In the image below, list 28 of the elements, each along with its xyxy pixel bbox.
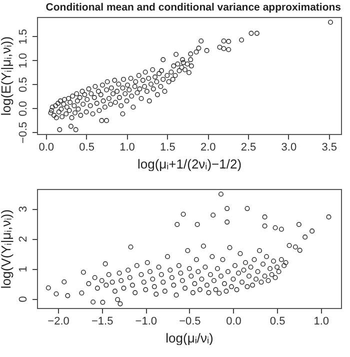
x-tick-label: −1.0 <box>135 316 157 328</box>
x-tick-label: 0.0 <box>226 316 242 328</box>
x-tick-label: 3.0 <box>281 142 297 154</box>
x-tick-label: 1.0 <box>120 142 135 154</box>
chart-title: Conditional mean and conditional variance approximations <box>46 2 342 14</box>
x-tick-label: −0.5 <box>179 316 201 328</box>
y-tick-label: 0.5 <box>18 76 30 92</box>
x-tick-label: −2.0 <box>48 316 70 328</box>
x-tick-label: 0.5 <box>270 316 286 328</box>
x-axis-title: log(μᵢ/νᵢ) <box>166 330 214 346</box>
x-tick-label: 3.5 <box>322 142 338 154</box>
x-tick-label: 1.0 <box>314 316 329 328</box>
y-tick-label: 3 <box>18 206 30 212</box>
x-tick-label: 2.5 <box>240 142 256 154</box>
x-tick-label: −1.5 <box>91 316 114 328</box>
y-tick-label: 1 <box>18 266 30 272</box>
y-axis-title: log(E(Yᵢ|μᵢ,νᵢ)) <box>0 36 14 116</box>
x-tick-label: 0.0 <box>38 142 54 154</box>
y-axis-title: log(V(Yᵢ|μᵢ,νᵢ)) <box>0 209 14 289</box>
x-tick-label: 0.5 <box>79 142 94 154</box>
y-tick-label: 0 <box>18 296 30 302</box>
x-tick-label: 2.0 <box>200 142 216 154</box>
y-tick-label: 1.0 <box>18 53 30 68</box>
x-axis-title: log(μᵢ+1/(2νᵢ)−1/2) <box>137 156 242 172</box>
x-tick-label: 1.5 <box>160 142 176 154</box>
y-tick-label: 2 <box>18 236 30 242</box>
y-tick-label: 1.5 <box>18 29 30 44</box>
y-tick-label: 0.0 <box>18 100 30 116</box>
